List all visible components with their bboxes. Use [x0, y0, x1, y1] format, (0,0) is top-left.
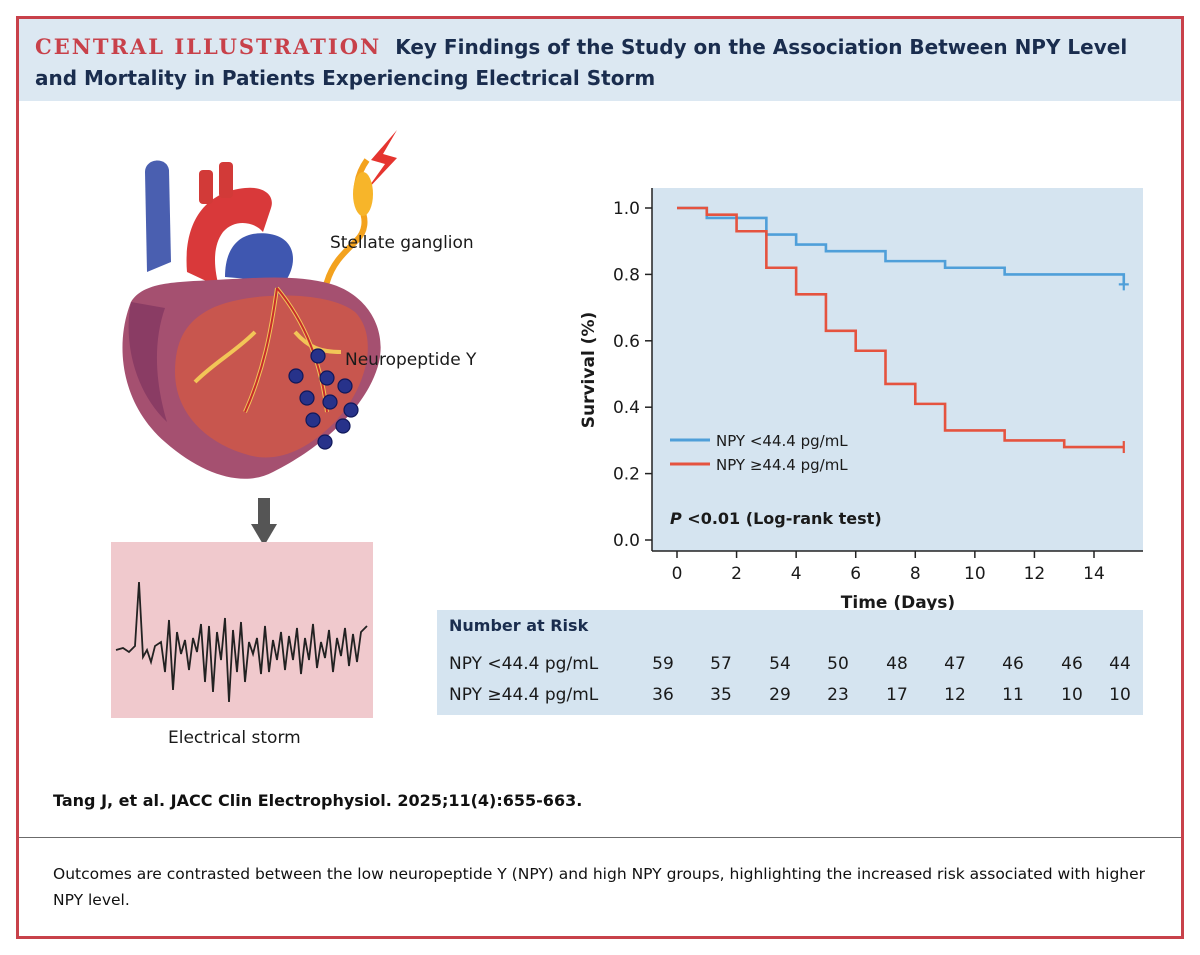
heart-illustration — [122, 130, 397, 546]
risk-table: Number at Risk NPY <44.4 pg/mL 59 57 54 … — [437, 610, 1143, 715]
risk-cell: 11 — [1002, 685, 1024, 705]
x-tick-label: 2 — [731, 564, 742, 584]
aortic-branch — [219, 162, 233, 198]
x-tick-label: 0 — [672, 564, 683, 584]
risk-cell: 48 — [886, 654, 908, 674]
atrium-shade — [128, 302, 167, 422]
risk-cell: 46 — [1002, 654, 1024, 674]
caption-divider — [19, 837, 1181, 838]
y-axis-label: Survival (%) — [579, 312, 599, 429]
figure-caption: Outcomes are contrasted between the low … — [53, 865, 1146, 909]
ecg-waveform — [115, 581, 368, 703]
y-tick-label: 0.6 — [613, 332, 640, 352]
y-tick-label: 1.0 — [613, 199, 640, 219]
risk-row-high: NPY ≥44.4 pg/mL 36 35 29 23 17 12 11 10 … — [449, 685, 1143, 715]
risk-cell: 29 — [769, 685, 791, 705]
stellate-ganglion-label: Stellate ganglion — [330, 233, 474, 253]
aortic-branch — [199, 170, 213, 204]
legend-label-high: NPY ≥44.4 pg/mL — [716, 456, 848, 474]
p-value-text: <0.01 (Log-rank test) — [682, 509, 882, 528]
x-axis-label: Time (Days) — [841, 593, 955, 610]
vena-cava-icon — [145, 160, 171, 272]
stellate-ganglion-icon — [353, 172, 373, 216]
risk-row-low: NPY <44.4 pg/mL 59 57 54 50 48 47 46 46 … — [449, 654, 1143, 684]
risk-cell: 44 — [1109, 654, 1131, 674]
series-line-0 — [677, 206, 1126, 285]
pulmonary-artery-icon — [225, 233, 293, 282]
y-tick-label: 0.2 — [613, 465, 640, 485]
risk-row-label: NPY ≥44.4 pg/mL — [449, 685, 599, 705]
series-layer — [677, 206, 1129, 454]
arrow-down-icon — [258, 498, 270, 528]
risk-cell: 46 — [1061, 654, 1083, 674]
plot-area — [652, 188, 1143, 551]
neuropeptide-dots — [288, 348, 359, 450]
log-rank-annotation: P <0.01 (Log-rank test) — [670, 509, 882, 528]
series-line-1 — [677, 206, 1124, 449]
central-illustration-label: CENTRAL ILLUSTRATION — [35, 34, 382, 59]
km-chart: 0.0 0.2 0.4 0.6 0.8 1.0 0 2 4 6 8 10 12 14 NPY <44.4… — [579, 188, 1143, 610]
y-tick-label: 0.8 — [613, 265, 640, 285]
risk-cell: 54 — [769, 654, 791, 674]
ecg-trace — [115, 581, 368, 703]
p-symbol: P — [670, 509, 682, 528]
citation: Tang J, et al. JACC Clin Electrophysiol.… — [53, 791, 583, 810]
x-tick-label: 14 — [1083, 564, 1105, 584]
y-tick-group: 0.0 0.2 0.4 0.6 0.8 1.0 — [613, 199, 652, 551]
lightning-icon — [365, 130, 397, 192]
risk-cell: 35 — [710, 685, 732, 705]
x-tick-label: 6 — [850, 564, 861, 584]
risk-row-label: NPY <44.4 pg/mL — [449, 654, 599, 674]
risk-cell: 10 — [1109, 685, 1131, 705]
x-tick-label: 4 — [791, 564, 802, 584]
risk-cell: 47 — [944, 654, 966, 674]
y-tick-label: 0.4 — [613, 398, 640, 418]
y-tick-label: 0.0 — [613, 531, 640, 551]
risk-cell: 36 — [652, 685, 674, 705]
figure-title: Key Findings of the Study on the Associa… — [35, 35, 1128, 90]
risk-cell: 10 — [1061, 685, 1083, 705]
figure-header: CENTRAL ILLUSTRATION Key Findings of the … — [19, 19, 1181, 101]
x-tick-label: 10 — [964, 564, 986, 584]
risk-cell: 23 — [827, 685, 849, 705]
x-tick-label: 8 — [910, 564, 921, 584]
electrical-storm-box — [111, 542, 373, 718]
legend: NPY <44.4 pg/mL NPY ≥44.4 pg/mL — [670, 432, 848, 474]
risk-cell: 17 — [886, 685, 908, 705]
risk-table-title: Number at Risk — [449, 616, 589, 635]
neuropeptide-y-label: Neuropeptide Y — [345, 350, 477, 370]
x-tick-group: 0 2 4 6 8 10 12 14 — [672, 551, 1105, 584]
coronary-artery — [244, 287, 328, 413]
x-tick-label: 12 — [1024, 564, 1046, 584]
electrical-storm-label: Electrical storm — [168, 728, 301, 748]
risk-cell: 59 — [652, 654, 674, 674]
risk-cell: 12 — [944, 685, 966, 705]
risk-cell: 57 — [710, 654, 732, 674]
risk-cell: 50 — [827, 654, 849, 674]
arrow-down-head — [251, 524, 277, 546]
legend-label-low: NPY <44.4 pg/mL — [716, 432, 848, 450]
aorta-icon — [186, 187, 272, 287]
